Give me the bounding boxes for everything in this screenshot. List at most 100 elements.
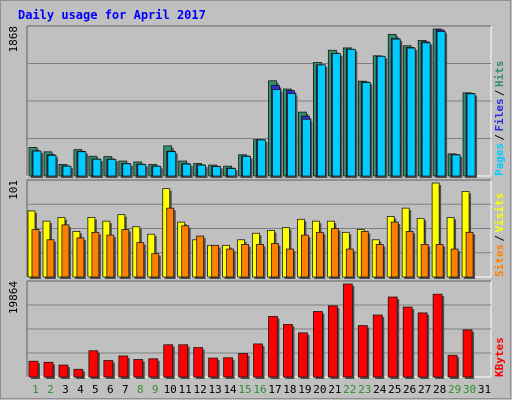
bar-pages-day-15 (242, 156, 251, 177)
bar-pages-day-18 (287, 93, 296, 177)
bar-sites-day-8 (136, 242, 145, 278)
bar-pages-day-12 (197, 164, 207, 177)
bar-kbytes-day-18 (283, 324, 293, 378)
bar-sites-day-20 (315, 231, 324, 278)
bar-pages-day-5 (92, 158, 102, 177)
x-tick-label-day-23: 23 (358, 383, 371, 396)
bar-sites-day-2 (46, 239, 55, 278)
x-tick-label-day-6: 6 (107, 383, 114, 396)
bar-kbytes-day-14 (223, 357, 233, 378)
bar-kbytes-day-10 (163, 344, 174, 378)
bar-pages-day-26 (406, 47, 416, 177)
x-tick-label-day-18: 18 (283, 383, 296, 396)
bar-sites-day-5 (91, 231, 100, 278)
x-tick-label-day-14: 14 (223, 383, 237, 396)
bar-sites-day-27 (420, 244, 429, 278)
bar-pages-day-20 (316, 64, 326, 177)
bar-pages-day-1 (32, 150, 42, 177)
bar-sites-day-1 (31, 229, 40, 278)
bar-kbytes-day-20 (312, 311, 323, 378)
x-tick-label-day-13: 13 (208, 383, 221, 396)
x-tick-label-day-7: 7 (122, 383, 129, 396)
bar-sites-day-3 (61, 224, 70, 278)
bar-kbytes-day-27 (417, 312, 428, 378)
bar-kbytes-day-23 (357, 325, 368, 378)
bar-sites-day-23 (360, 230, 369, 278)
x-tick-label-day-12: 12 (194, 383, 207, 396)
x-tick-label-day-22: 22 (343, 383, 356, 396)
x-tick-label-day-25: 25 (388, 383, 401, 396)
top-legend-separator-2: / (493, 89, 506, 96)
x-tick-label-day-5: 5 (92, 383, 99, 396)
panel-kbytes: 19864 KBytes (7, 280, 506, 379)
bar-sites-day-18 (286, 248, 294, 278)
x-tick-label-day-29: 29 (448, 383, 461, 396)
x-tick-label-day-27: 27 (418, 383, 431, 396)
bar-sites-day-13 (211, 244, 220, 278)
bar-kbytes-day-29 (447, 354, 458, 378)
bar-kbytes-day-3 (58, 364, 69, 378)
bar-kbytes-day-11 (178, 344, 189, 378)
bar-sites-day-11 (181, 225, 190, 278)
bar-kbytes-day-21 (327, 305, 338, 378)
bar-kbytes-day-8 (133, 359, 144, 378)
top-legend-hits: Hits (493, 61, 506, 88)
bar-kbytes-day-4 (73, 368, 84, 378)
x-tick-label-day-26: 26 (403, 383, 416, 396)
middle-legend-visits: Visits (493, 193, 506, 233)
bottom-legend-kbytes: KBytes (493, 337, 506, 377)
bar-pages-day-11 (182, 163, 192, 177)
top-panel-max-label: 1868 (7, 26, 20, 53)
bar-kbytes-day-9 (148, 358, 159, 378)
bar-kbytes-day-7 (118, 355, 129, 378)
bar-kbytes-day-30 (462, 329, 473, 378)
bar-pages-day-6 (107, 158, 117, 177)
bar-pages-day-29 (451, 154, 461, 177)
panel-sites-visits: 101 Sites / Visits (7, 179, 506, 279)
bar-sites-day-10 (166, 207, 175, 278)
bar-sites-day-24 (375, 244, 384, 278)
bar-sites-day-29 (450, 248, 459, 278)
x-tick-label-day-30: 30 (463, 383, 476, 396)
x-tick-label-day-28: 28 (433, 383, 446, 396)
bar-kbytes-day-12 (193, 347, 204, 378)
bar-sites-day-16 (256, 244, 264, 278)
x-tick-label-day-4: 4 (77, 383, 84, 396)
x-tick-label-day-1: 1 (32, 383, 39, 396)
bottom-panel-max-label: 19864 (7, 281, 20, 314)
bar-sites-day-26 (405, 230, 414, 278)
bar-pages-day-17 (272, 89, 281, 177)
bar-kbytes-day-28 (432, 293, 443, 378)
x-tick-label-day-3: 3 (62, 383, 69, 396)
x-tick-label-day-24: 24 (373, 383, 387, 396)
bar-visits-day-29 (446, 217, 455, 278)
bar-kbytes-day-25 (387, 296, 398, 378)
x-tick-label-day-20: 20 (313, 383, 326, 396)
bar-pages-day-23 (361, 82, 371, 177)
bar-kbytes-day-22 (342, 283, 353, 378)
x-tick-label-day-19: 19 (298, 383, 311, 396)
bar-pages-day-4 (77, 151, 87, 177)
top-legend-files: Files (493, 98, 506, 131)
bar-kbytes-day-5 (88, 350, 99, 378)
bar-pages-day-14 (227, 168, 236, 177)
x-tick-label-day-16: 16 (253, 383, 266, 396)
bar-kbytes-day-6 (103, 360, 114, 378)
top-legend-pages: Pages (493, 143, 506, 176)
top-legend-separator-1: / (493, 134, 506, 141)
x-tick-label-day-10: 10 (164, 383, 177, 396)
x-tick-label-day-9: 9 (152, 383, 159, 396)
x-tick-label-day-8: 8 (137, 383, 144, 396)
bar-sites-day-30 (465, 231, 474, 278)
bar-sites-day-21 (330, 228, 339, 278)
bar-sites-day-25 (390, 221, 399, 278)
bar-kbytes-day-19 (298, 332, 308, 378)
bar-kbytes-day-26 (402, 306, 413, 378)
bar-sites-day-4 (76, 237, 85, 278)
x-tick-label-day-11: 11 (179, 383, 192, 396)
bar-sites-day-6 (106, 234, 115, 278)
bar-pages-day-25 (391, 38, 401, 177)
x-tick-label-day-31: 31 (478, 383, 491, 396)
